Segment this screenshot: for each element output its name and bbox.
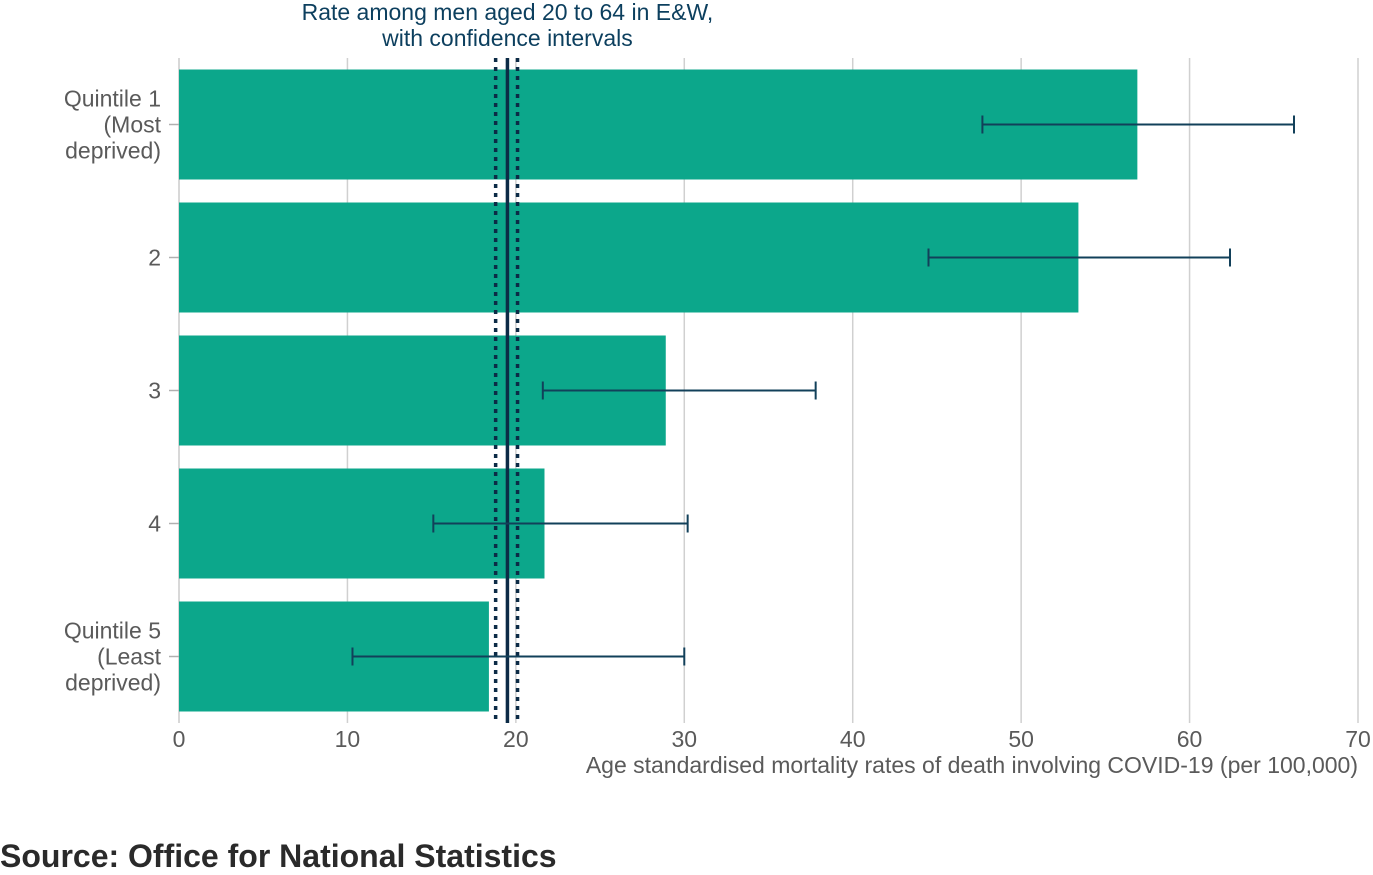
x-tick-label: 10: [335, 726, 361, 752]
x-tick-label: 70: [1345, 726, 1371, 752]
x-tick-label: 0: [173, 726, 186, 752]
category-label: Quintile 1 (Most deprived): [64, 86, 162, 164]
x-tick-label: 60: [1177, 726, 1203, 752]
chart: Quintile 1 (Most deprived) 2 3 4 Quintile 5 (Le…: [64, 0, 1371, 778]
bar: [179, 69, 1138, 180]
category-label: 4: [148, 511, 161, 537]
category-label: Quintile 5 (Least deprived): [64, 618, 162, 696]
x-tick-label: 40: [840, 726, 866, 752]
chart-text: Age standardised mortality rates of deat…: [302, 0, 1358, 778]
error-bars: [351, 115, 1295, 666]
x-tick-labels: 0 10 20 30 40 50 60 70: [173, 726, 1371, 752]
reference-line-group: [493, 58, 520, 723]
category-label: 3: [148, 378, 161, 404]
x-tick-label: 20: [503, 726, 529, 752]
category-labels: Quintile 1 (Most deprived) 2 3 4 Quintile 5 (Le…: [64, 86, 162, 696]
category-label: 2: [148, 245, 161, 271]
x-axis-label: Age standardised mortality rates of deat…: [586, 752, 1358, 778]
x-tick-label: 30: [671, 726, 697, 752]
reference-line-label: Rate among men aged 20 to 64 in E&W, with…: [302, 0, 714, 51]
source-note: Source: Office for National Statistics: [0, 838, 557, 875]
x-tick-label: 50: [1008, 726, 1034, 752]
source-label: Source: Office for National Statistics: [0, 838, 557, 874]
